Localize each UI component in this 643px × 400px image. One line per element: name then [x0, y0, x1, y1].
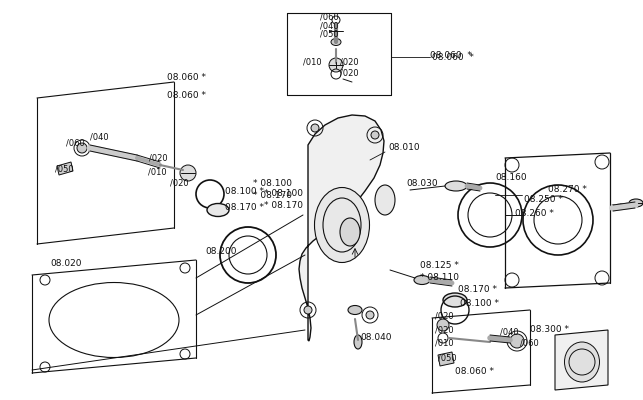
Text: 08.170 *: 08.170 *: [458, 286, 497, 294]
Text: * 08.170: * 08.170: [253, 192, 292, 200]
Ellipse shape: [340, 218, 360, 246]
Text: 08.125 *: 08.125 *: [420, 260, 459, 270]
Polygon shape: [57, 162, 73, 175]
Text: /010: /010: [303, 58, 322, 66]
Text: /020: /020: [340, 68, 359, 78]
Text: 08.100 *: 08.100 *: [460, 300, 499, 308]
Ellipse shape: [565, 342, 599, 382]
Text: /010: /010: [435, 338, 453, 348]
Text: 08.010: 08.010: [388, 142, 420, 152]
Text: * 08.100: * 08.100: [253, 178, 292, 188]
Text: 08.270 *: 08.270 *: [548, 186, 587, 194]
Text: 08.020: 08.020: [50, 258, 82, 268]
Ellipse shape: [414, 276, 430, 284]
Text: 08.250 *: 08.250 *: [524, 196, 563, 204]
Text: 08.040: 08.040: [360, 334, 392, 342]
Polygon shape: [555, 330, 608, 390]
Circle shape: [437, 319, 449, 331]
Text: 08.160: 08.160: [495, 174, 527, 182]
Circle shape: [510, 334, 524, 348]
Circle shape: [366, 311, 374, 319]
Text: * 08.110: * 08.110: [420, 274, 459, 282]
Circle shape: [77, 143, 87, 153]
Polygon shape: [438, 352, 454, 366]
Text: /060: /060: [320, 12, 339, 22]
Text: /060: /060: [66, 138, 85, 148]
Ellipse shape: [443, 293, 467, 307]
Ellipse shape: [629, 199, 643, 207]
Ellipse shape: [348, 306, 362, 314]
Text: /020: /020: [340, 58, 359, 66]
Polygon shape: [299, 115, 384, 341]
Circle shape: [371, 131, 379, 139]
Ellipse shape: [354, 335, 362, 349]
Text: 08.060 *: 08.060 *: [167, 74, 206, 82]
Text: * 08.100: * 08.100: [264, 188, 303, 198]
Ellipse shape: [375, 185, 395, 215]
Text: /040: /040: [500, 328, 519, 336]
Text: 08.060  *: 08.060 *: [430, 50, 472, 60]
Text: /050: /050: [320, 30, 339, 38]
Text: /050: /050: [55, 164, 74, 174]
Text: /050: /050: [438, 354, 457, 362]
Text: 08.170 *: 08.170 *: [225, 202, 264, 212]
Text: /040: /040: [90, 132, 109, 142]
Ellipse shape: [445, 181, 467, 191]
Text: * 08.170: * 08.170: [264, 200, 303, 210]
Ellipse shape: [314, 188, 370, 262]
Text: 08.200: 08.200: [205, 248, 237, 256]
Ellipse shape: [207, 204, 229, 216]
Text: /060: /060: [520, 338, 539, 348]
Ellipse shape: [331, 38, 341, 46]
Text: /010: /010: [148, 168, 167, 176]
Text: 08.260 *: 08.260 *: [515, 208, 554, 218]
Text: 08.060 *: 08.060 *: [167, 90, 206, 100]
Circle shape: [329, 58, 343, 72]
Text: /020: /020: [149, 154, 168, 162]
Text: /020: /020: [170, 178, 188, 188]
Text: 08.060  *: 08.060 *: [432, 52, 474, 62]
Circle shape: [180, 165, 196, 181]
Text: 08.300 *: 08.300 *: [530, 326, 569, 334]
Text: /020: /020: [435, 312, 453, 320]
Text: /020: /020: [435, 326, 453, 334]
Text: 08.060 *: 08.060 *: [455, 368, 494, 376]
Text: /040: /040: [320, 22, 339, 30]
Text: 08.030: 08.030: [406, 180, 438, 188]
Circle shape: [311, 124, 319, 132]
Text: 08.100 *: 08.100 *: [225, 188, 264, 196]
Circle shape: [304, 306, 312, 314]
